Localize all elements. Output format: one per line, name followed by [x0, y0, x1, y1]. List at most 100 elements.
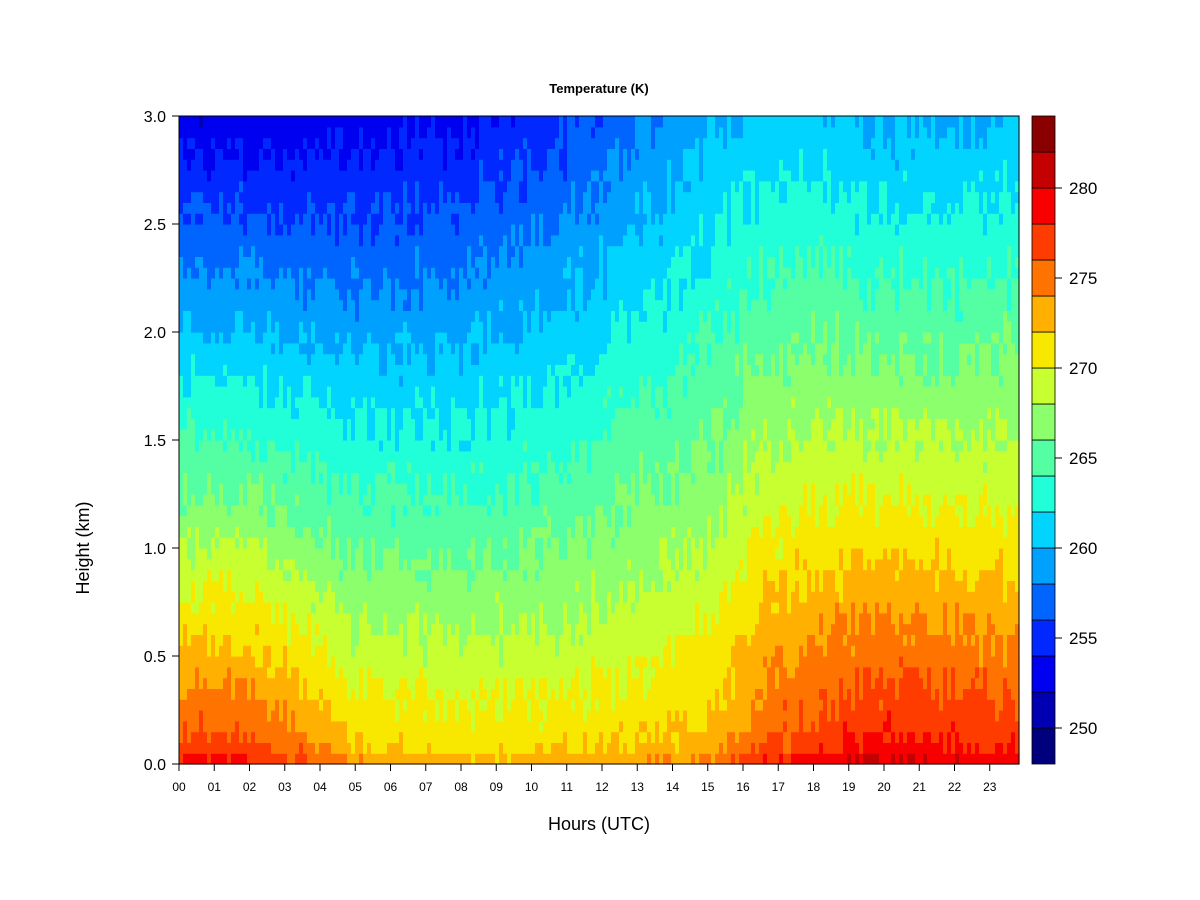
heatmap-cell	[199, 483, 204, 495]
heatmap-cell	[263, 591, 268, 603]
heatmap-cell	[187, 224, 192, 236]
heatmap-cell	[403, 483, 408, 495]
heatmap-cell	[387, 407, 392, 419]
heatmap-cell	[379, 537, 384, 549]
heatmap-cell	[391, 504, 396, 517]
heatmap-plot-area	[178, 115, 1020, 765]
heatmap-cell	[499, 504, 504, 517]
heatmap-cell	[475, 180, 480, 193]
heatmap-cell	[351, 396, 356, 409]
heatmap-cell	[451, 623, 456, 635]
heatmap-cell	[283, 180, 288, 193]
heatmap-cell	[311, 137, 316, 149]
heatmap-cell	[215, 537, 220, 549]
heatmap-cell	[463, 742, 468, 754]
heatmap-cell	[279, 731, 284, 743]
heatmap-cell	[471, 580, 476, 592]
heatmap-cell	[351, 645, 356, 657]
heatmap-cell	[227, 666, 232, 679]
heatmap-cell	[479, 548, 484, 560]
heatmap-cell	[343, 515, 348, 527]
heatmap-cell	[495, 375, 500, 387]
heatmap-cell	[495, 720, 500, 733]
heatmap-cell	[283, 731, 288, 743]
heatmap-cell	[207, 504, 212, 517]
heatmap-cell	[307, 364, 312, 376]
heatmap-cell	[431, 753, 436, 765]
heatmap-cell	[243, 148, 248, 160]
heatmap-cell	[415, 278, 420, 290]
heatmap-cell	[419, 634, 424, 646]
heatmap-cell	[271, 504, 276, 517]
heatmap-cell	[343, 137, 348, 149]
heatmap-cell	[467, 353, 472, 365]
heatmap-cell	[483, 483, 488, 495]
heatmap-cell	[347, 656, 352, 668]
heatmap-cell	[427, 688, 432, 700]
heatmap-cell	[379, 656, 384, 668]
heatmap-cell	[475, 256, 480, 268]
heatmap-cell	[275, 256, 280, 268]
heatmap-cell	[447, 450, 452, 463]
heatmap-cell	[479, 569, 484, 581]
heatmap-cell	[407, 234, 412, 247]
heatmap-cell	[267, 472, 272, 484]
heatmap-cell	[459, 342, 464, 355]
heatmap-cell	[363, 278, 368, 290]
heatmap-cell	[375, 612, 380, 625]
heatmap-cell	[463, 299, 468, 311]
heatmap-cell	[191, 224, 196, 236]
heatmap-cell	[499, 710, 504, 722]
heatmap-cell	[403, 386, 408, 398]
heatmap-cell	[415, 126, 420, 139]
heatmap-cell	[283, 656, 288, 668]
heatmap-cell	[451, 148, 456, 160]
heatmap-cell	[207, 677, 212, 689]
heatmap-cell	[207, 202, 212, 214]
heatmap-cell	[435, 720, 440, 733]
heatmap-cell	[335, 731, 340, 743]
heatmap-cell	[299, 170, 304, 182]
heatmap-cell	[495, 418, 500, 430]
heatmap-cell	[287, 515, 292, 527]
heatmap-cell	[463, 364, 468, 376]
heatmap-cell	[427, 353, 432, 365]
heatmap-cell	[215, 267, 220, 279]
heatmap-cell	[279, 310, 284, 322]
heatmap-cell	[435, 450, 440, 463]
heatmap-cell	[475, 202, 480, 214]
heatmap-cell	[379, 580, 384, 592]
heatmap-cell	[399, 645, 404, 657]
heatmap-cell	[499, 602, 504, 614]
heatmap-cell	[499, 526, 504, 538]
heatmap-cell	[331, 116, 336, 128]
heatmap-cell	[183, 321, 188, 333]
heatmap-cell	[483, 278, 488, 290]
heatmap-cell	[199, 234, 204, 247]
heatmap-cell	[227, 245, 232, 257]
heatmap-cell	[299, 137, 304, 149]
heatmap-cell	[235, 688, 240, 700]
heatmap-cell	[323, 699, 328, 711]
heatmap-cell	[359, 180, 364, 193]
heatmap-cell	[183, 278, 188, 290]
heatmap-cell	[295, 483, 300, 495]
heatmap-cell	[211, 656, 216, 668]
heatmap-cell	[383, 299, 388, 311]
heatmap-cell	[311, 602, 316, 614]
heatmap-cell	[319, 407, 324, 419]
heatmap-cell	[179, 213, 184, 225]
heatmap-cell	[415, 494, 420, 506]
heatmap-cell	[407, 472, 412, 484]
heatmap-cell	[487, 494, 492, 506]
heatmap-cell	[339, 494, 344, 506]
heatmap-cell	[423, 288, 428, 301]
heatmap-cell	[451, 321, 456, 333]
heatmap-cell	[339, 116, 344, 128]
heatmap-cell	[411, 472, 416, 484]
heatmap-cell	[435, 440, 440, 452]
heatmap-cell	[387, 245, 392, 257]
heatmap-cell	[411, 537, 416, 549]
heatmap-cell	[375, 526, 380, 538]
heatmap-cell	[503, 299, 508, 311]
